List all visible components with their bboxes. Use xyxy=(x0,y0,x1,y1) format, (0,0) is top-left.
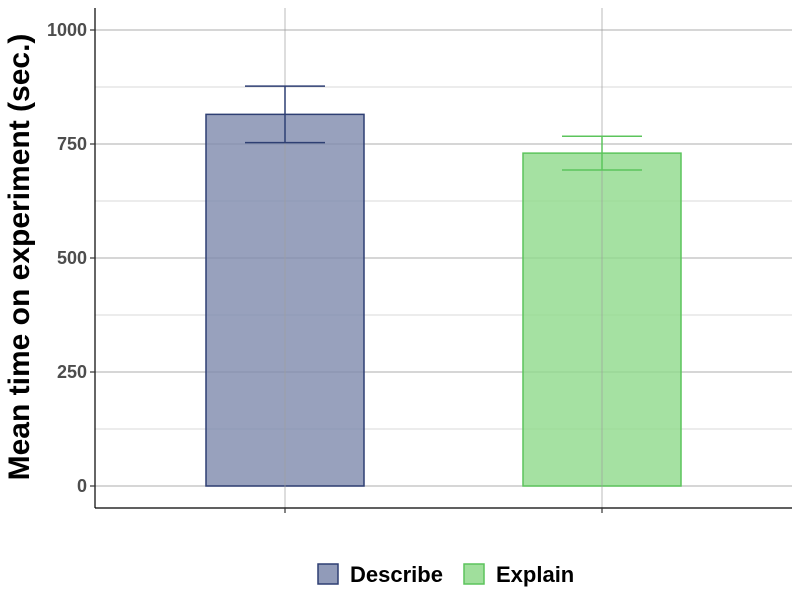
y-axis-title: Mean time on experiment (sec.) xyxy=(3,34,36,481)
y-tick-label: 1000 xyxy=(47,20,87,40)
legend-swatch-describe xyxy=(317,563,339,585)
legend: Describe Explain xyxy=(317,562,574,587)
y-tick-label: 0 xyxy=(77,476,87,496)
legend-swatch-explain xyxy=(463,563,485,585)
error-bars-layer xyxy=(245,8,642,508)
y-tick-label: 250 xyxy=(57,362,87,382)
y-tick-labels: 0 250 500 750 1000 xyxy=(47,20,87,496)
legend-label-explain: Explain xyxy=(496,562,574,587)
grid-lines xyxy=(95,29,792,487)
legend-label-describe: Describe xyxy=(350,562,443,587)
y-tick-label: 750 xyxy=(57,134,87,154)
y-tick-label: 500 xyxy=(57,248,87,268)
axes-layer xyxy=(90,8,792,513)
